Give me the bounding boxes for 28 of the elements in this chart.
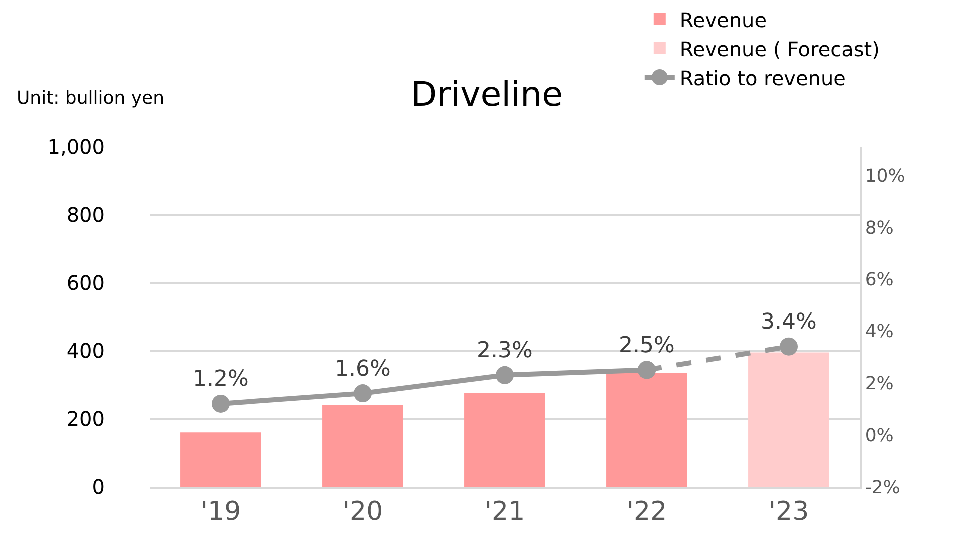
y2-tick-label: -2% [865, 477, 900, 498]
y-tick-label: 200 [66, 407, 105, 431]
legend-label: Revenue [680, 8, 768, 32]
y-tick-label: 0 [92, 475, 105, 499]
y2-tick-label: 4% [865, 322, 894, 343]
text: Unit: bullion yen [17, 88, 165, 109]
x-tick-label: '19 [200, 496, 242, 527]
y2-tick-label: 8% [865, 218, 894, 239]
x-tick-label: '23 [768, 496, 810, 527]
y2-tick-label: 0% [865, 425, 894, 446]
y2-tick-label: 2% [865, 373, 894, 394]
y2-tick-label: 6% [865, 270, 894, 291]
y-tick-label: 600 [66, 271, 105, 295]
legend-label: Revenue ( Forecast) [680, 37, 880, 62]
data-label: 1.2% [193, 367, 249, 392]
y-tick-label: 1,000 [48, 135, 105, 159]
x-tick-label: '20 [342, 496, 384, 527]
x-tick-label: '21 [484, 496, 526, 527]
y-tick-label: 800 [66, 203, 105, 227]
x-tick-label: '22 [626, 496, 668, 527]
data-label: 2.3% [477, 338, 533, 364]
data-label: 2.5% [619, 333, 675, 358]
y2-tick-label: 10% [865, 166, 906, 187]
data-label: 1.6% [335, 356, 391, 382]
chart-title: Driveline [410, 75, 564, 115]
legend-label: Ratio to revenue [680, 66, 846, 90]
data-label: 3.4% [761, 310, 817, 336]
y-tick-label: 400 [66, 339, 105, 363]
